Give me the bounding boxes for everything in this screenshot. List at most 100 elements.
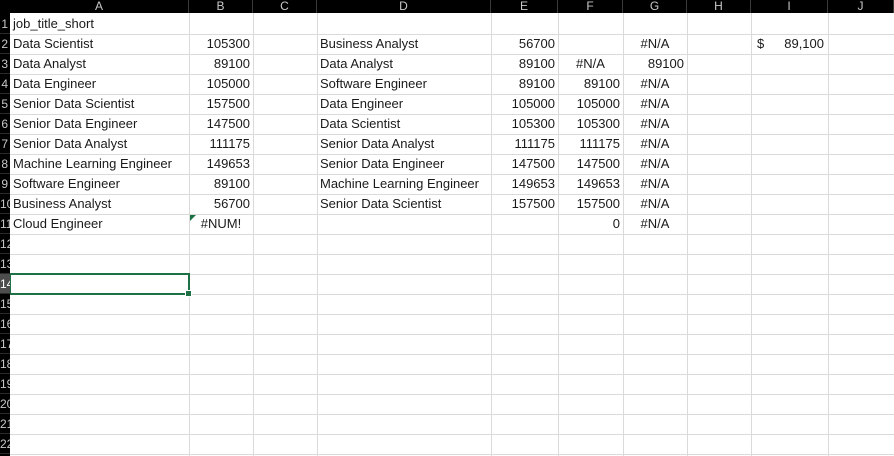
- cell-f11[interactable]: 0: [612, 216, 620, 231]
- column-header-g[interactable]: G: [623, 0, 687, 13]
- cell-b4[interactable]: 105000: [206, 76, 250, 91]
- cell-e3[interactable]: 89100: [518, 56, 555, 71]
- column-header-f[interactable]: F: [558, 0, 623, 13]
- row-header-selected[interactable]: 14: [0, 274, 10, 294]
- row-header[interactable]: 12: [0, 234, 10, 254]
- cell-g6[interactable]: #N/A: [640, 116, 670, 131]
- cell-f5[interactable]: 105000: [576, 96, 620, 111]
- cell-b3[interactable]: 89100: [213, 56, 250, 71]
- cell-d9[interactable]: Machine Learning Engineer: [320, 176, 479, 191]
- row-header[interactable]: 10: [0, 194, 10, 214]
- column-header-a[interactable]: A: [10, 0, 189, 13]
- cell-g10[interactable]: #N/A: [640, 196, 670, 211]
- column-header-c[interactable]: C: [253, 0, 317, 13]
- gridline: [10, 454, 894, 455]
- row-header[interactable]: 20: [0, 394, 10, 414]
- column-header-d[interactable]: D: [317, 0, 491, 13]
- cell-e8[interactable]: 147500: [511, 156, 555, 171]
- cell-f8[interactable]: 147500: [576, 156, 620, 171]
- cell-i2[interactable]: $ 89,100: [751, 34, 828, 54]
- cell-b7[interactable]: 111175: [209, 136, 251, 151]
- row-header[interactable]: 22: [0, 434, 10, 454]
- row-header[interactable]: 8: [0, 154, 10, 174]
- cell-b8[interactable]: 149653: [206, 156, 250, 171]
- row-header[interactable]: 18: [0, 354, 10, 374]
- row-header[interactable]: 3: [0, 54, 10, 74]
- cell-a2[interactable]: Data Scientist: [13, 36, 94, 51]
- cell-e2[interactable]: 56700: [518, 36, 555, 51]
- column-header-b[interactable]: B: [189, 0, 253, 13]
- cell-e10[interactable]: 157500: [511, 196, 555, 211]
- gridline: [10, 394, 894, 395]
- cell-f3[interactable]: #N/A: [576, 56, 605, 71]
- cell-g8[interactable]: #N/A: [640, 156, 670, 171]
- cell-e4[interactable]: 89100: [518, 76, 555, 91]
- cell-b9[interactable]: 89100: [213, 176, 250, 191]
- cell-g7[interactable]: #N/A: [640, 136, 670, 151]
- cell-grid[interactable]: job_title_short Data Scientist Data Anal…: [10, 13, 894, 456]
- row-header[interactable]: 16: [0, 314, 10, 334]
- cell-e9[interactable]: 149653: [511, 176, 555, 191]
- row-header[interactable]: 15: [0, 294, 10, 314]
- cell-a1[interactable]: job_title_short: [13, 16, 94, 31]
- cell-a9[interactable]: Software Engineer: [13, 176, 120, 191]
- cell-f9[interactable]: 149653: [576, 176, 620, 191]
- row-header[interactable]: 1: [0, 14, 10, 34]
- row-header-bar: 1 2 3 4 5 6 7 8 9 10 11 12 13 14 15 16 1…: [0, 13, 10, 456]
- row-header[interactable]: 7: [0, 134, 10, 154]
- cell-g3[interactable]: 89100: [647, 56, 684, 71]
- gridline: [10, 134, 894, 135]
- cell-d3[interactable]: Data Analyst: [320, 56, 393, 71]
- cell-a3[interactable]: Data Analyst: [13, 56, 86, 71]
- cell-a4[interactable]: Data Engineer: [13, 76, 97, 91]
- cell-g9[interactable]: #N/A: [640, 176, 670, 191]
- cell-f4[interactable]: 89100: [583, 76, 620, 91]
- cell-b10[interactable]: 56700: [213, 196, 250, 211]
- cell-f10[interactable]: 157500: [576, 196, 620, 211]
- cell-a7[interactable]: Senior Data Analyst: [13, 136, 128, 151]
- row-header[interactable]: 2: [0, 34, 10, 54]
- cell-b2[interactable]: 105300: [206, 36, 250, 51]
- row-header[interactable]: 13: [0, 254, 10, 274]
- active-cell-selection[interactable]: [10, 273, 192, 297]
- cell-a8[interactable]: Machine Learning Engineer: [13, 156, 172, 171]
- column-header-e[interactable]: E: [491, 0, 558, 13]
- cell-b6[interactable]: 147500: [206, 116, 250, 131]
- cell-d10[interactable]: Senior Data Scientist: [320, 196, 442, 211]
- cell-a6[interactable]: Senior Data Engineer: [13, 116, 138, 131]
- column-header-j[interactable]: J: [828, 0, 894, 13]
- cell-a11[interactable]: Cloud Engineer: [13, 216, 103, 231]
- cell-d7[interactable]: Senior Data Analyst: [320, 136, 435, 151]
- row-header[interactable]: 9: [0, 174, 10, 194]
- fill-handle[interactable]: [185, 290, 192, 297]
- column-header-h[interactable]: H: [687, 0, 751, 13]
- cell-f6[interactable]: 105300: [576, 116, 620, 131]
- cell-e5[interactable]: 105000: [511, 96, 555, 111]
- cell-g11[interactable]: #N/A: [640, 216, 670, 231]
- cell-g2[interactable]: #N/A: [640, 36, 670, 51]
- row-header[interactable]: 11: [0, 214, 10, 234]
- cell-d6[interactable]: Data Scientist: [320, 116, 401, 131]
- cell-g5[interactable]: #N/A: [640, 96, 670, 111]
- cell-f7[interactable]: 111175: [579, 136, 621, 151]
- cell-b11-error[interactable]: #NUM!: [200, 216, 242, 231]
- row-header[interactable]: 4: [0, 74, 10, 94]
- column-header-i[interactable]: I: [751, 0, 828, 13]
- cell-a10[interactable]: Business Analyst: [13, 196, 112, 211]
- row-header[interactable]: 5: [0, 94, 10, 114]
- cell-a5[interactable]: Senior Data Scientist: [13, 96, 135, 111]
- row-header[interactable]: 19: [0, 374, 10, 394]
- cell-d2[interactable]: Business Analyst: [320, 36, 419, 51]
- cell-e6[interactable]: 105300: [511, 116, 555, 131]
- cell-e7[interactable]: 111175: [514, 136, 556, 151]
- gridline: [10, 294, 894, 295]
- cell-d5[interactable]: Data Engineer: [320, 96, 404, 111]
- cell-b5[interactable]: 157500: [206, 96, 250, 111]
- cell-d4[interactable]: Software Engineer: [320, 76, 427, 91]
- error-indicator-icon[interactable]: [190, 215, 196, 221]
- cell-g4[interactable]: #N/A: [640, 76, 670, 91]
- row-header[interactable]: 17: [0, 334, 10, 354]
- row-header[interactable]: 6: [0, 114, 10, 134]
- cell-d8[interactable]: Senior Data Engineer: [320, 156, 445, 171]
- row-header[interactable]: 21: [0, 414, 10, 434]
